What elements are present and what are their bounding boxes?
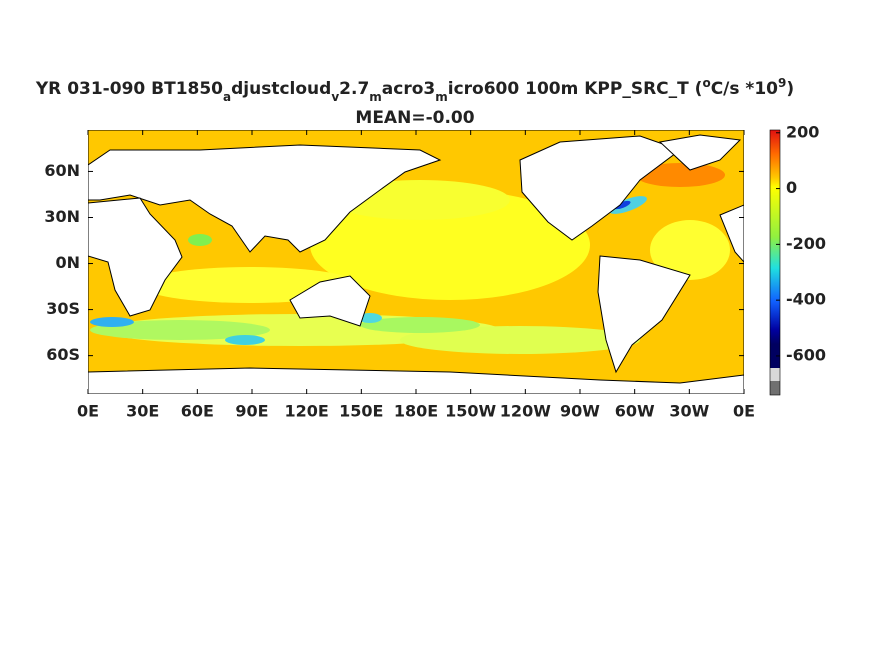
colorbar-frame <box>769 129 781 396</box>
colorbar-tick-label: 200 <box>786 122 819 141</box>
x-tick-label: 150W <box>445 402 496 421</box>
title-part: m <box>369 90 382 104</box>
x-tick-label: 30E <box>126 402 159 421</box>
land <box>597 255 691 374</box>
colorbar <box>770 130 780 368</box>
ocean-patch <box>90 317 134 327</box>
y-tick-label: 30S <box>46 299 80 318</box>
map-field <box>88 130 744 394</box>
colorbar-tick-label: -600 <box>786 345 826 364</box>
x-tick-label: 0E <box>77 402 99 421</box>
colorbar-segment <box>770 368 780 381</box>
x-tick-label: 120W <box>500 402 551 421</box>
y-tick-label: 30N <box>44 207 80 226</box>
y-tick-label: 60N <box>44 161 80 180</box>
ocean-patch <box>400 326 640 354</box>
land <box>88 144 442 253</box>
x-tick-label: 180E <box>394 402 438 421</box>
land <box>88 197 183 317</box>
title-part: v <box>331 90 339 104</box>
title-part: acro3 <box>382 79 435 99</box>
colorbar-tick-label: -200 <box>786 234 826 253</box>
ocean-patch <box>635 163 725 187</box>
title-part: C/s *10 <box>711 79 778 99</box>
colorbar-tick-label: 0 <box>786 178 797 197</box>
title-part: o <box>702 76 710 90</box>
x-tick-label: 150E <box>339 402 383 421</box>
x-tick-label: 90E <box>235 402 268 421</box>
colorbar-segment <box>770 381 780 395</box>
x-tick-label: 60E <box>181 402 214 421</box>
ocean-patch <box>188 234 212 246</box>
subtitle: MEAN=-0.00 <box>355 108 474 128</box>
land <box>658 134 742 171</box>
ocean-patch <box>90 320 270 340</box>
title-part: a <box>223 90 231 104</box>
y-tick-label: 60S <box>46 345 80 364</box>
title-part: 2.7 <box>339 79 369 99</box>
land <box>88 367 744 394</box>
colorbar-tick-label: -400 <box>786 290 826 309</box>
x-tick-label: 90W <box>560 402 600 421</box>
land <box>289 275 371 327</box>
title-part: 9 <box>778 76 786 90</box>
title-part: ) <box>786 79 794 99</box>
title: YR 031-090 BT1850adjustcloudv2.7macro3mi… <box>35 76 794 104</box>
ocean-patch <box>360 317 480 333</box>
title-part: icro600 100m KPP_SRC_T ( <box>448 79 703 99</box>
title-part: djustcloud <box>231 79 331 99</box>
title-part: YR 031-090 BT1850 <box>35 79 223 99</box>
title-part: m <box>435 90 448 104</box>
ocean-patch <box>650 220 730 280</box>
x-tick-label: 60W <box>615 402 655 421</box>
land <box>719 204 744 263</box>
y-tick-label: 0N <box>55 253 80 272</box>
x-tick-label: 120E <box>285 402 329 421</box>
x-tick-label: 30W <box>669 402 709 421</box>
ocean-patch <box>225 335 265 345</box>
land <box>519 135 682 241</box>
x-tick-label: 0E <box>733 402 755 421</box>
